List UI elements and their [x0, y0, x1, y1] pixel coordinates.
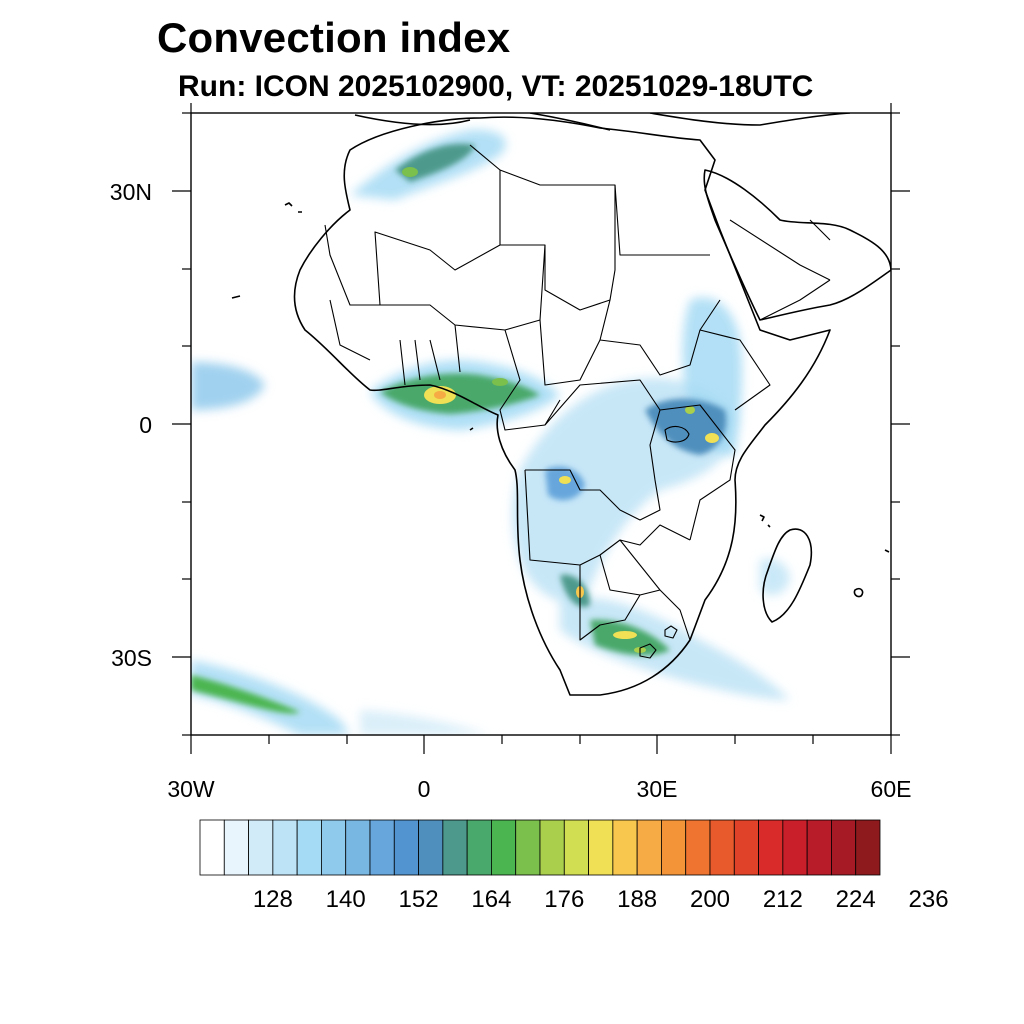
colorbar-label: 128 [252, 886, 293, 913]
colorbar-swatch [733, 819, 759, 876]
mediterranean-north-coast [354, 113, 851, 131]
convection-peak-south-africa [613, 631, 637, 639]
mascarene-islands [853, 549, 890, 598]
convection-peak-morocco [402, 167, 418, 177]
colorbar-swatch [296, 819, 322, 876]
colorbar-swatch [199, 819, 225, 876]
colorbar [199, 819, 881, 876]
colorbar-swatch [806, 819, 832, 876]
right-axis-ticks [891, 112, 910, 736]
colorbar-label: 236 [908, 886, 949, 913]
colorbar-label: 140 [325, 886, 366, 913]
colorbar-swatch [345, 819, 371, 876]
map-title: Convection index [157, 14, 511, 61]
border-nigeria-cameroon [499, 329, 561, 431]
colorbar-swatch [248, 819, 274, 876]
colorbar-swatch [393, 819, 419, 876]
colorbar-swatch [612, 819, 638, 876]
border-west-africa-small [329, 299, 461, 386]
colorbar-swatch [442, 819, 468, 876]
colorbar-swatch [782, 819, 808, 876]
colorbar-swatch [709, 819, 735, 876]
border-egypt-sudan [614, 184, 710, 256]
convection-madagascar-spot [760, 558, 790, 596]
coastlines [231, 113, 891, 696]
lon-label-30e: 30E [636, 776, 678, 802]
colorbar-swatch [272, 819, 298, 876]
colorbar-swatch [758, 819, 784, 876]
colorbar-label: 212 [762, 886, 803, 913]
colorbar-swatch [369, 819, 395, 876]
colorbar-swatch [223, 819, 249, 876]
border-maghreb-sahara [324, 144, 501, 306]
colorbar-label: 176 [544, 886, 585, 913]
border-chad-sudan [539, 299, 611, 386]
border-drc-east [525, 409, 661, 521]
border-angola-namibia [524, 469, 691, 566]
border-southern-africa [579, 565, 691, 641]
colorbar-swatch [563, 819, 589, 876]
top-axis-ticks [190, 103, 892, 113]
border-libya [499, 169, 616, 311]
convection-peak-east-africa [705, 433, 719, 443]
lon-label-30w: 30W [167, 776, 215, 802]
border-lake-victoria [664, 425, 690, 443]
arabian-peninsula-coastline [703, 169, 891, 321]
convection-atlantic-south-core [191, 675, 300, 714]
lat-label-30s: 30S [111, 645, 152, 671]
lat-label-30n: 30N [109, 179, 152, 205]
border-botswana-zimbabwe [599, 539, 661, 596]
border-ethiopia-somalia [699, 329, 771, 411]
convection-peak-angola [559, 476, 571, 484]
convection-south-atlantic [191, 660, 350, 735]
border-east-africa [659, 404, 736, 541]
map-background [191, 113, 891, 735]
colorbar-swatch [685, 819, 711, 876]
convection-shading-strong [402, 167, 719, 653]
axis-ticks [172, 103, 910, 754]
africa-coastline [293, 116, 831, 696]
colorbar-swatch [588, 819, 614, 876]
colorbar-swatch [855, 819, 881, 876]
colorbar-swatch [466, 819, 492, 876]
map-plot-area [191, 113, 891, 735]
border-lesotho [639, 643, 657, 659]
convection-peak-sahel [492, 378, 508, 386]
colorbar-swatch [491, 819, 517, 876]
bioko-island [469, 427, 474, 431]
colorbar-label: 224 [835, 886, 876, 913]
colorbar-label: 164 [471, 886, 512, 913]
convection-peak-kenya [685, 406, 695, 414]
colorbar-label: 188 [617, 886, 658, 913]
colorbar-swatch [418, 819, 444, 876]
convection-atlantic-west [191, 362, 265, 410]
colorbar-swatch [636, 819, 662, 876]
colorbar-swatch [661, 819, 687, 876]
border-eswatini [664, 625, 678, 639]
canary-islands [231, 202, 302, 299]
border-drc-north [544, 379, 661, 426]
comoros-islands [759, 514, 771, 528]
map-subtitle: Run: ICON 2025102900, VT: 20251029-18UTC [178, 70, 814, 103]
left-axis-ticks [172, 112, 191, 736]
border-arabia-internal [729, 219, 831, 321]
colorbar-swatch [321, 819, 347, 876]
colorbar-label: 200 [689, 886, 731, 913]
convection-kalahari-core [560, 574, 590, 607]
lon-label-0: 0 [417, 776, 431, 802]
colorbar-swatch [539, 819, 565, 876]
lon-label-60e: 60E [870, 776, 912, 802]
country-borders [324, 144, 831, 659]
convection-peak-gulf-guinea-inner [434, 391, 446, 399]
madagascar-coastline [762, 528, 812, 623]
bottom-axis-ticks [190, 735, 892, 754]
colorbar-swatch [831, 819, 857, 876]
colorbar-swatch [515, 819, 541, 876]
border-sudan-south-sudan [599, 299, 721, 376]
colorbar-label: 152 [398, 886, 439, 913]
lat-label-equator: 0 [139, 412, 152, 438]
convection-south-atlantic-light [360, 710, 490, 735]
